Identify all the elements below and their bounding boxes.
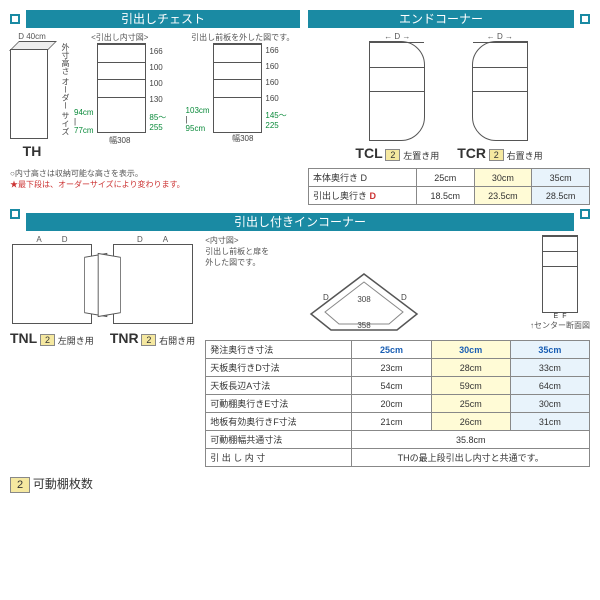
badge-icon: 2 xyxy=(17,479,23,491)
end-left: ← D → TCL 2 左置き用 xyxy=(355,32,439,164)
incorner-body: AD TNL 2 左開き用 DA TNR 2 右開き用 xyxy=(10,235,590,467)
square-icon xyxy=(10,14,20,24)
outer-height-label: 外寸高さ オーダー サイズ xyxy=(60,43,71,135)
end-header: エンドコーナー xyxy=(308,10,590,28)
end-table: 本体奥行き D 25cm 30cm 35cm 引出し奥行き D 18.5cm 2… xyxy=(308,168,590,205)
incorner-diagrams: AD TNL 2 左開き用 DA TNR 2 右開き用 xyxy=(10,235,195,467)
chest-diagrams: D 40cm TH <引出し内寸図> 外寸 xyxy=(10,28,300,168)
chest-inner-1: <引出し内寸図> 外寸高さ オーダー サイズ 94cm | 77cm xyxy=(60,32,180,164)
header-incorner: 引出し付きインコーナー xyxy=(26,213,574,231)
end-right: ← D → TCR 2 右置き用 xyxy=(457,32,542,164)
table-row-label: 天板奥行きD寸法 xyxy=(206,359,352,377)
chest-note: ○内寸高さは収納可能な高さを表示。 ★最下段は、オーダーサイズにより変わります。 xyxy=(10,168,300,190)
table-row-label: 引 出 し 内 寸 xyxy=(206,449,352,467)
svg-text:D: D xyxy=(323,293,329,302)
table-row-label: 地板有効奥行きF寸法 xyxy=(206,413,352,431)
inner-caption-sub: 引出し前板を外した図です。 xyxy=(191,32,294,43)
svg-text:308: 308 xyxy=(357,295,371,304)
chest-width: D 40cm xyxy=(18,32,46,41)
badge-icon: 2 xyxy=(385,149,400,161)
square-icon xyxy=(10,209,20,219)
incorner-right: DA TNR 2 右開き用 xyxy=(110,235,195,467)
chest-model: TH xyxy=(23,143,42,159)
footer-legend: 2 可動棚枚数 xyxy=(10,467,590,493)
badge-icon: 2 xyxy=(489,149,504,161)
table-row-label: 本体奥行き D xyxy=(309,169,417,187)
chest-inner-2: 引出し前板を外した図です。 103cm | 95cm 166 xyxy=(186,32,300,164)
incorner-header-row: 引出し付きインコーナー xyxy=(10,205,590,235)
inner-caption: <引出し内寸図> xyxy=(91,32,148,43)
topview: <内寸図> 引出し前板と扉を 外した図です。 308 358 D D xyxy=(205,235,522,336)
incorner-model-left: TNL xyxy=(10,330,37,346)
chest-3d: D 40cm TH xyxy=(10,32,54,164)
end-model-left: TCL xyxy=(355,145,382,161)
svg-text:358: 358 xyxy=(357,321,371,330)
table-row: 天板奥行きD寸法23cm28cm33cm xyxy=(206,359,590,377)
table-row-label: 引出し奥行き D xyxy=(309,187,417,205)
table-row: 引 出 し 内 寸THの最上段引出し内寸と共通です。 xyxy=(206,449,590,467)
svg-text:D: D xyxy=(401,293,407,302)
table-row-label: 可動棚幅共通寸法 xyxy=(206,431,352,449)
footer-label: 可動棚枚数 xyxy=(33,477,93,491)
table-row: 可動棚奥行きE寸法20cm25cm30cm xyxy=(206,395,590,413)
square-icon xyxy=(580,209,590,219)
table-row-label: 可動棚奥行きE寸法 xyxy=(206,395,352,413)
table-row: 可動棚幅共通寸法35.8cm xyxy=(206,431,590,449)
badge-icon: 2 xyxy=(40,334,55,346)
table-row: 発注奥行き寸法25cm30cm35cm xyxy=(206,341,590,359)
topview-icon: 308 358 D D xyxy=(309,272,419,332)
end-model-right: TCR xyxy=(457,145,486,161)
square-icon xyxy=(580,14,590,24)
table-row: 地板有効奥行きF寸法21cm26cm31cm xyxy=(206,413,590,431)
end-panel: エンドコーナー ← D → TCL 2 左置き用 ← D → xyxy=(308,10,590,205)
badge-icon: 2 xyxy=(141,334,156,346)
chest-panel: 引出しチェスト D 40cm TH xyxy=(10,10,300,205)
table-row: 天板長辺A寸法54cm59cm64cm xyxy=(206,377,590,395)
table-row-label: 発注奥行き寸法 xyxy=(206,341,352,359)
incorner-model-right: TNR xyxy=(110,330,139,346)
table-row-label: 天板長辺A寸法 xyxy=(206,377,352,395)
row1-container: 引出しチェスト D 40cm TH xyxy=(10,10,590,205)
header-end: エンドコーナー xyxy=(308,10,574,28)
header-chest: 引出しチェスト xyxy=(26,10,300,28)
chest-header: 引出しチェスト xyxy=(10,10,300,28)
incorner-left: AD TNL 2 左開き用 xyxy=(10,235,94,467)
incorner-detail: <内寸図> 引出し前板と扉を 外した図です。 308 358 D D xyxy=(205,235,590,467)
incorner-table: 発注奥行き寸法25cm30cm35cm天板奥行きD寸法23cm28cm33cm天… xyxy=(205,340,590,467)
end-diagrams: ← D → TCL 2 左置き用 ← D → TCR 2 xyxy=(308,28,590,168)
section-view: E F ↑センター断面図 xyxy=(530,235,590,336)
